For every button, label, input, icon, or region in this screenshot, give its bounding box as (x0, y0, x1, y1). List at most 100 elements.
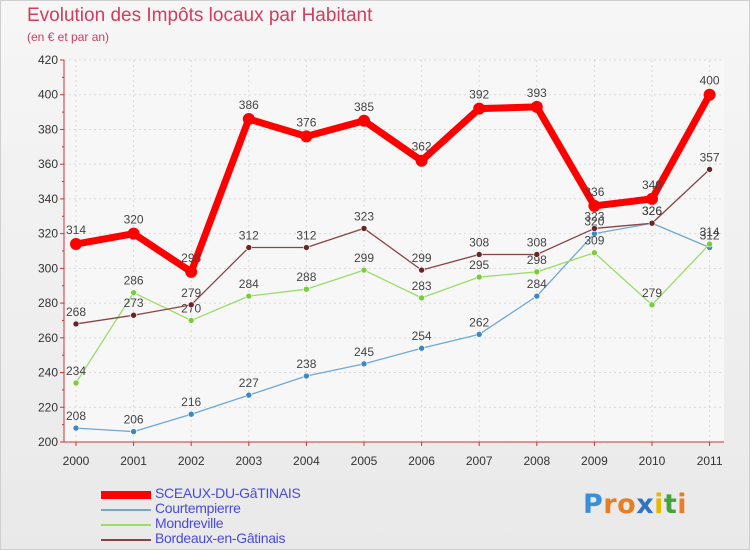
data-point-sceaux-du-g-tinais (127, 227, 140, 240)
data-label-bordeaux-en-g-tinais: 357 (700, 150, 720, 164)
data-point-bordeaux-en-g-tinais (648, 219, 656, 227)
data-label-bordeaux-en-g-tinais: 308 (469, 235, 489, 249)
x-tick-label: 2004 (293, 454, 320, 468)
series-line-bordeaux-en-g-tinais (75, 168, 711, 325)
data-point-sceaux-du-g-tinais (415, 154, 428, 167)
data-point-bordeaux-en-g-tinais (706, 166, 713, 173)
data-label-courtempierre: 254 (412, 329, 432, 343)
data-point-sceaux-du-g-tinais (530, 100, 543, 113)
chart-title: Evolution des Impôts locaux par Habitant (27, 5, 373, 26)
legend-swatch (101, 539, 151, 541)
plot-area (64, 60, 724, 442)
data-label-bordeaux-en-g-tinais: 273 (124, 296, 144, 310)
data-point-courtempierre (533, 292, 541, 300)
y-tick-label: 240 (38, 366, 58, 380)
logo-letter: o (617, 489, 637, 520)
x-tick-label: 2002 (178, 454, 205, 468)
data-point-courtempierre (245, 391, 253, 399)
data-point-mondreville (475, 273, 483, 281)
y-tick-label: 380 (38, 122, 58, 136)
data-label-courtempierre: 238 (296, 357, 316, 371)
logo-letter: t (663, 489, 678, 520)
data-label-bordeaux-en-g-tinais: 312 (239, 229, 259, 243)
data-label-sceaux-du-g-tinais: 340 (642, 178, 662, 192)
data-point-mondreville (706, 240, 713, 248)
data-point-bordeaux-en-g-tinais (533, 251, 541, 258)
data-label-sceaux-du-g-tinais: 314 (66, 223, 86, 237)
data-point-courtempierre (130, 428, 137, 435)
y-tick-label: 300 (38, 261, 58, 275)
x-tick-label: 2007 (466, 454, 493, 468)
data-point-sceaux-du-g-tinais (473, 102, 486, 115)
series-line-mondreville (75, 243, 711, 384)
legend-label: SCEAUX-DU-GâTINAIS (155, 485, 301, 501)
data-point-bordeaux-en-g-tinais (245, 244, 253, 251)
data-label-sceaux-du-g-tinais: 386 (239, 98, 259, 112)
legend-swatch (101, 491, 151, 499)
data-point-sceaux-du-g-tinais (70, 238, 82, 251)
data-point-sceaux-du-g-tinais (703, 88, 716, 101)
x-tick-label: 2009 (581, 454, 608, 468)
data-point-mondreville (533, 268, 541, 276)
logo-letter: i (677, 489, 688, 520)
data-label-sceaux-du-g-tinais: 400 (700, 74, 720, 88)
data-label-mondreville: 298 (527, 253, 547, 267)
y-tick-label: 220 (38, 400, 58, 414)
data-label-bordeaux-en-g-tinais: 312 (296, 229, 316, 243)
y-tick-label: 400 (38, 88, 58, 102)
data-label-sceaux-du-g-tinais: 336 (584, 185, 604, 199)
data-point-courtempierre (475, 331, 483, 338)
data-label-mondreville: 286 (124, 274, 144, 288)
data-point-mondreville (591, 249, 598, 257)
x-tick-label: 2000 (63, 454, 90, 468)
x-tick-label: 2003 (235, 454, 262, 468)
data-point-mondreville (303, 285, 310, 293)
data-point-sceaux-du-g-tinais (588, 199, 601, 212)
data-label-courtempierre: 320 (584, 215, 604, 229)
data-label-mondreville: 283 (412, 279, 432, 293)
data-point-bordeaux-en-g-tinais (72, 320, 80, 328)
data-label-mondreville: 288 (296, 270, 316, 284)
data-point-bordeaux-en-g-tinais (187, 301, 195, 309)
data-point-sceaux-du-g-tinais (646, 192, 658, 205)
data-label-courtempierre: 227 (239, 376, 259, 390)
data-label-mondreville: 284 (239, 277, 259, 291)
data-point-sceaux-du-g-tinais (358, 114, 370, 127)
chart-subtitle: (en € et par an) (27, 30, 110, 44)
data-label-bordeaux-en-g-tinais: 323 (584, 209, 604, 223)
data-label-mondreville: 299 (354, 251, 374, 265)
data-label-courtempierre: 206 (124, 413, 144, 427)
x-tick-label: 2005 (351, 454, 378, 468)
data-label-bordeaux-en-g-tinais: 299 (412, 251, 432, 265)
logo-letter: r (603, 489, 618, 520)
data-label-bordeaux-en-g-tinais: 279 (181, 286, 201, 300)
y-tick-label: 280 (38, 296, 58, 310)
data-point-bordeaux-en-g-tinais (303, 244, 310, 251)
data-point-mondreville (187, 317, 195, 324)
data-point-bordeaux-en-g-tinais (591, 225, 598, 232)
data-point-courtempierre (360, 360, 368, 368)
data-label-courtempierre: 245 (354, 345, 374, 359)
data-label-bordeaux-en-g-tinais: 268 (66, 305, 86, 319)
y-tick-label: 200 (38, 435, 58, 449)
series-line-sceaux-du-g-tinais (72, 91, 714, 276)
data-label-courtempierre: 284 (527, 277, 547, 291)
data-point-mondreville (130, 289, 137, 296)
data-label-courtempierre: 216 (181, 395, 201, 409)
data-point-mondreville (72, 379, 80, 387)
logo-letter: i (654, 489, 664, 520)
proxiti-logo: Proxiti (583, 489, 687, 520)
data-label-sceaux-du-g-tinais: 385 (354, 100, 374, 114)
data-label-courtempierre: 262 (469, 315, 489, 329)
data-point-sceaux-du-g-tinais (185, 265, 198, 278)
y-tick-label: 320 (38, 227, 58, 241)
data-label-courtempierre: 208 (66, 409, 86, 423)
logo-letter: x (636, 489, 655, 520)
logo-letter: P (583, 489, 604, 520)
data-point-courtempierre (418, 344, 425, 352)
data-label-sceaux-du-g-tinais: 392 (469, 88, 489, 102)
data-point-sceaux-du-g-tinais (242, 113, 255, 126)
series-line-courtempierre (75, 222, 711, 433)
